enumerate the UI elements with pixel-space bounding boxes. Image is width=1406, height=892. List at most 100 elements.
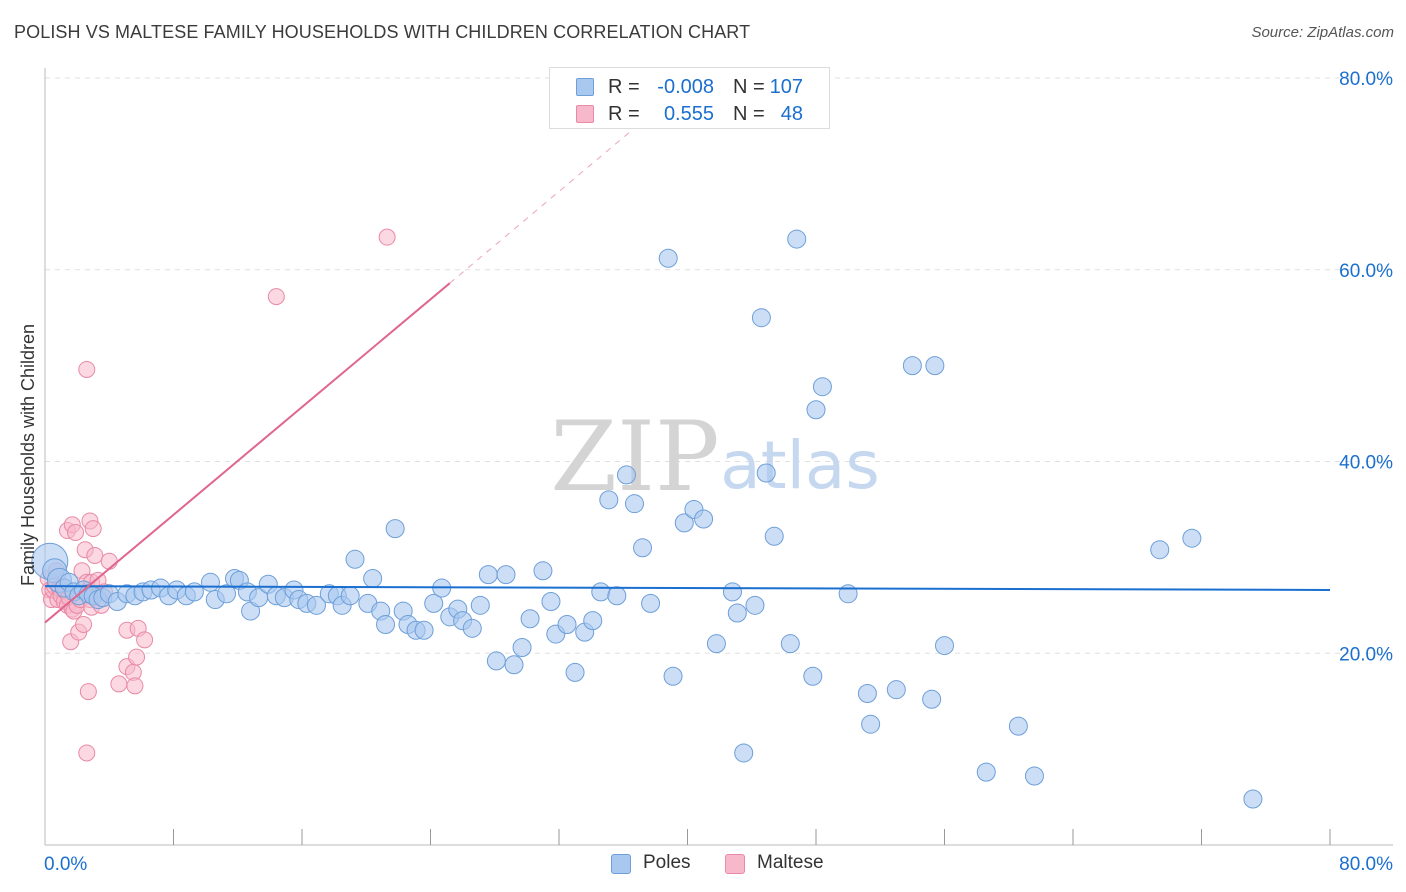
poles-point (764, 526, 784, 546)
poles-point (674, 513, 694, 533)
n-value: 107 (769, 76, 803, 98)
tick-labels: 20.0% 40.0% 60.0% 80.0% 0.0% 80.0% (44, 69, 1393, 875)
legend-label-poles: Poles (643, 852, 691, 873)
poles-point (533, 561, 553, 581)
poles-point (803, 666, 823, 686)
watermark-atlas: atlas (720, 427, 880, 504)
poles-point (200, 572, 220, 592)
legend-label-maltese: Maltese (757, 852, 824, 873)
poles-point (886, 680, 906, 700)
poles-point (751, 308, 771, 328)
poles-point (780, 634, 800, 654)
poles-point (633, 538, 653, 558)
poles-point (706, 634, 726, 654)
correlation-legend: R = -0.008 N = 107 R = 0.555 N = 48 (549, 67, 830, 129)
maltese-point (136, 631, 154, 649)
r-label: R = (608, 103, 640, 125)
x-tick-label: 80.0% (1339, 854, 1393, 875)
poles-point (838, 584, 858, 604)
poles-point (976, 762, 996, 782)
poles-point (658, 248, 678, 268)
poles-point (557, 614, 577, 634)
poles-point (1182, 528, 1202, 548)
poles-point (306, 595, 326, 615)
poles-point (462, 618, 482, 638)
poles-trend-line (44, 585, 1331, 591)
poles-point (624, 494, 644, 514)
poles-point (806, 400, 826, 420)
x-tick-label: 0.0% (44, 854, 87, 875)
poles-point (414, 620, 434, 640)
poles-point (663, 666, 683, 686)
poles-point (599, 490, 619, 510)
maltese-point (79, 683, 97, 701)
y-tick-label: 60.0% (1339, 261, 1393, 282)
poles-point (1243, 789, 1263, 809)
maltese-points (39, 228, 396, 762)
maltese-point (128, 648, 146, 666)
poles-point (641, 593, 661, 613)
watermark: ZIP atlas (550, 401, 879, 513)
poles-point (857, 684, 877, 704)
poles-point (935, 636, 954, 656)
source-label: Source: ZipAtlas.com (1251, 24, 1394, 41)
poles-point (424, 593, 444, 613)
poles-point (470, 595, 490, 615)
n-label: N = (733, 76, 765, 98)
trend-lines (44, 123, 1331, 624)
poles-points (31, 229, 1263, 809)
poles-point (217, 584, 237, 604)
maltese-trend-extension (449, 123, 640, 284)
poles-point (1024, 766, 1044, 786)
y-tick-label: 40.0% (1339, 453, 1393, 474)
maltese-point (78, 360, 96, 378)
poles-point (583, 611, 603, 631)
poles-point (727, 603, 747, 623)
poles-point (812, 377, 832, 397)
n-label: N = (733, 103, 765, 125)
poles-point (385, 519, 405, 539)
poles-point (512, 637, 532, 657)
maltese-point (75, 615, 93, 633)
r-value: -0.008 (657, 76, 714, 98)
maltese-point (267, 288, 285, 306)
maltese-point (110, 675, 128, 693)
poles-point (694, 509, 714, 529)
grid-layer (45, 77, 1393, 654)
y-tick-label: 20.0% (1339, 644, 1393, 665)
series-legend: Poles Maltese (0, 852, 1406, 878)
poles-point (591, 582, 611, 602)
axes-layer (44, 68, 1393, 846)
poles-point (787, 229, 807, 249)
legend-row-maltese: R = 0.555 N = 48 (550, 101, 829, 129)
maltese-swatch (576, 105, 594, 123)
poles-point (861, 714, 881, 734)
poles-point (1150, 540, 1170, 560)
poles-point (541, 591, 561, 611)
r-value: 0.555 (663, 103, 714, 125)
poles-point (345, 549, 365, 569)
poles-point (922, 689, 942, 709)
n-value: 48 (780, 103, 803, 125)
poles-point (1008, 716, 1028, 736)
maltese-point (86, 546, 104, 564)
poles-swatch (611, 854, 631, 874)
poles-point (607, 586, 627, 606)
maltese-swatch (725, 854, 745, 874)
poles-point (756, 463, 776, 483)
maltese-point (100, 552, 118, 570)
poles-point (925, 356, 945, 376)
poles-swatch (576, 78, 594, 96)
legend-row-poles: R = -0.008 N = 107 (550, 74, 829, 102)
poles-point (478, 565, 498, 585)
poles-point (376, 614, 396, 634)
maltese-point (67, 523, 85, 541)
poles-point (565, 662, 585, 682)
y-axis-label: Family Households with Children (18, 324, 38, 586)
maltese-point (84, 520, 102, 538)
y-tick-label: 80.0% (1339, 69, 1393, 90)
poles-point (504, 655, 524, 675)
r-label: R = (608, 76, 640, 98)
poles-point (902, 356, 922, 376)
poles-point (520, 609, 540, 629)
